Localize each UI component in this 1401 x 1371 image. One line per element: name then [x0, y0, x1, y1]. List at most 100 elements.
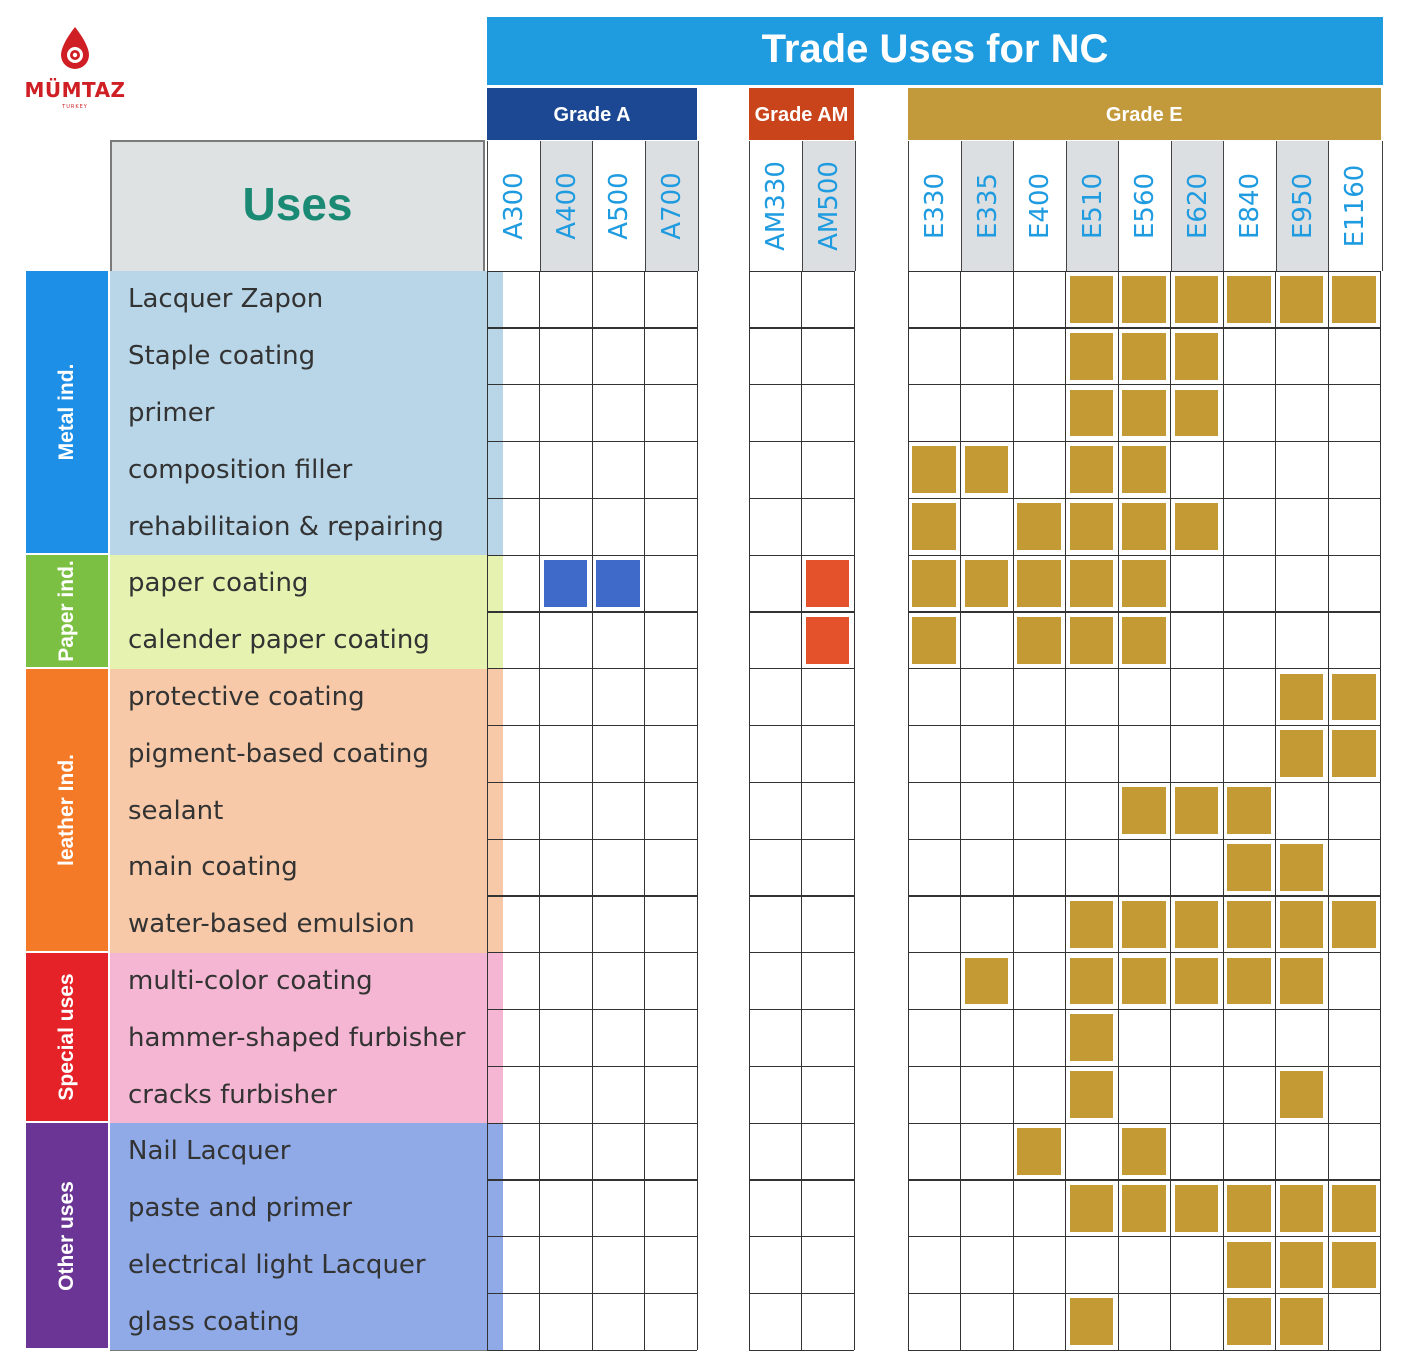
usage-mark-cracks-furbisher-e950 — [1279, 1071, 1323, 1118]
use-row-label: rehabilitaion & repairing — [110, 498, 503, 556]
usage-mark-lacquer-zapon-e620 — [1174, 276, 1218, 323]
column-label: E950 — [1287, 172, 1318, 240]
usage-mark-paper-coating-a400 — [543, 560, 587, 607]
grid-vline — [748, 271, 750, 1351]
grid-hline — [487, 270, 697, 272]
column-label: E560 — [1130, 172, 1161, 240]
usage-mark-multi-color-coating-e950 — [1279, 957, 1323, 1005]
grade-header-grade-am: Grade AM — [749, 88, 854, 140]
category-bar-paper-ind: Paper ind. — [26, 555, 108, 667]
grid-hline — [749, 668, 854, 670]
usage-mark-main-coating-e950 — [1279, 844, 1323, 891]
usage-mark-paste-and-primer-e1160 — [1332, 1184, 1376, 1232]
column-header-e560: E560 — [1118, 141, 1173, 271]
logo-name: MÜMTAZ — [24, 78, 126, 102]
use-row-label: pigment-based coating — [110, 725, 503, 784]
usage-mark-paper-coating-e400 — [1017, 560, 1061, 607]
grid-vline — [907, 271, 909, 1351]
usage-mark-sealant-e560 — [1122, 787, 1166, 834]
usage-mark-nail-lacquer-e560 — [1122, 1128, 1166, 1175]
usage-mark-nail-lacquer-e400 — [1017, 1128, 1061, 1175]
use-row-label: water-based emulsion — [110, 895, 503, 954]
grid-hline — [487, 1349, 697, 1352]
column-label: E510 — [1077, 172, 1108, 240]
category-bar-metal-ind: Metal ind. — [26, 271, 108, 553]
usage-mark-main-coating-e840 — [1227, 844, 1271, 891]
column-header-e510: E510 — [1065, 141, 1120, 271]
category-bar-special-uses: Special uses — [26, 952, 108, 1121]
use-row-label: composition filler — [110, 441, 503, 500]
usage-mark-pigment-based-coating-e1160 — [1332, 730, 1376, 778]
use-row-label: primer — [110, 384, 503, 443]
usage-mark-cracks-furbisher-e510 — [1069, 1071, 1113, 1118]
column-header-e1160: E1160 — [1328, 141, 1383, 271]
usage-mark-sealant-e620 — [1174, 787, 1218, 834]
usage-mark-calender-paper-coating-e510 — [1069, 616, 1113, 664]
usage-mark-multi-color-coating-e335 — [964, 957, 1008, 1005]
use-row-label: paste and primer — [110, 1179, 503, 1238]
category-label: Metal ind. — [55, 363, 78, 461]
usage-mark-hammer-shaped-furbisher-e510 — [1069, 1014, 1113, 1062]
grid-hline — [487, 440, 697, 443]
grid-vline — [960, 271, 962, 1351]
grid-hline — [487, 1179, 697, 1181]
usage-mark-staple-coating-e620 — [1174, 332, 1218, 380]
column-header-e330: E330 — [908, 141, 963, 271]
usage-mark-staple-coating-e510 — [1069, 332, 1113, 380]
usage-mark-lacquer-zapon-e1160 — [1332, 276, 1376, 323]
grid-hline — [749, 554, 854, 556]
category-label: leather Ind. — [55, 753, 78, 866]
usage-mark-composition-filler-e510 — [1069, 446, 1113, 494]
use-row-label: calender paper coating — [110, 611, 503, 670]
grid-hline — [908, 440, 1381, 443]
grid-hline — [908, 724, 1381, 727]
column-header-e620: E620 — [1170, 141, 1225, 271]
column-header-a400: A400 — [539, 141, 594, 271]
use-row-label: main coating — [110, 839, 503, 897]
usage-mark-paste-and-primer-e840 — [1227, 1184, 1271, 1232]
usage-mark-glass-coating-e950 — [1279, 1298, 1323, 1346]
use-row-label: cracks furbisher — [110, 1066, 503, 1124]
column-label: E400 — [1025, 172, 1056, 240]
grid-hline — [487, 724, 697, 727]
usage-mark-water-based-emulsion-e950 — [1279, 900, 1323, 948]
usage-mark-paste-and-primer-e620 — [1174, 1184, 1218, 1232]
usage-mark-lacquer-zapon-e560 — [1122, 276, 1166, 323]
grid-vline — [644, 271, 646, 1351]
column-header-e400: E400 — [1013, 141, 1068, 271]
column-header-a300: A300 — [487, 141, 542, 271]
usage-mark-sealant-e840 — [1227, 787, 1271, 834]
usage-mark-water-based-emulsion-e840 — [1227, 900, 1271, 948]
grid-hline — [908, 838, 1381, 840]
column-label: A500 — [604, 172, 635, 240]
column-label: AM330 — [761, 161, 792, 251]
grid-vline — [1327, 271, 1329, 1351]
usage-mark-water-based-emulsion-e1160 — [1332, 900, 1376, 948]
grid-hline — [749, 1236, 854, 1238]
usage-mark-multi-color-coating-e840 — [1227, 957, 1271, 1005]
usage-mark-rehabilitaion-repairing-e620 — [1174, 503, 1218, 550]
grid-hline — [908, 270, 1381, 272]
grid-hline — [908, 1349, 1381, 1352]
grid-hline — [487, 668, 697, 670]
grid-hline — [487, 1292, 697, 1295]
grade-header-grade-e: Grade E — [908, 88, 1381, 140]
usage-mark-protective-coating-e950 — [1279, 673, 1323, 721]
grid-hline — [749, 327, 854, 329]
grid-vline — [486, 271, 488, 1351]
usage-mark-rehabilitaion-repairing-e560 — [1122, 503, 1166, 550]
category-label: Other uses — [55, 1180, 78, 1291]
column-label: AM500 — [813, 161, 844, 251]
grid-vline — [1012, 271, 1014, 1351]
grid-hline — [487, 781, 697, 784]
usage-mark-paper-coating-e330 — [912, 560, 956, 607]
usage-mark-calender-paper-coating-e400 — [1017, 616, 1061, 664]
column-header-a500: A500 — [592, 141, 647, 271]
grid-hline — [487, 497, 697, 500]
grid-hline — [908, 384, 1381, 386]
usage-mark-lacquer-zapon-e510 — [1069, 276, 1113, 323]
usage-mark-primer-e620 — [1174, 389, 1218, 437]
column-label: A700 — [656, 172, 687, 240]
drop-logo-icon — [61, 27, 89, 69]
usage-mark-paper-coating-e560 — [1122, 560, 1166, 607]
